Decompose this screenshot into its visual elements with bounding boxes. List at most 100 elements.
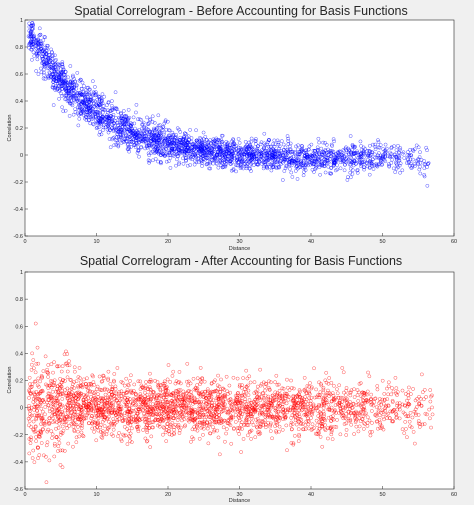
scatter-point bbox=[345, 178, 350, 182]
scatter-point bbox=[148, 147, 153, 151]
scatter-point bbox=[406, 161, 411, 165]
scatter-point bbox=[163, 147, 168, 151]
scatter-point bbox=[118, 135, 123, 140]
x-tick-label: 50 bbox=[379, 239, 385, 245]
scatter-point bbox=[366, 157, 370, 162]
y-tick-label: 1 bbox=[20, 18, 23, 24]
scatter-point bbox=[398, 170, 402, 175]
scatter-point bbox=[93, 85, 97, 89]
scatter-point bbox=[411, 149, 416, 153]
scatter-point bbox=[112, 143, 116, 148]
scatter-point bbox=[367, 166, 372, 170]
scatter-point bbox=[67, 114, 72, 118]
chart-before-plot-area bbox=[24, 19, 455, 237]
scatter-point bbox=[335, 163, 339, 167]
scatter-point bbox=[76, 123, 81, 128]
scatter-point bbox=[178, 135, 183, 140]
scatter-point bbox=[121, 133, 125, 138]
scatter-point bbox=[147, 159, 152, 163]
scatter-point bbox=[205, 162, 209, 166]
scatter-point bbox=[56, 81, 60, 86]
scatter-point bbox=[359, 151, 363, 156]
scatter-point bbox=[115, 120, 120, 125]
scatter-point bbox=[82, 93, 87, 98]
scatter-point bbox=[365, 161, 370, 166]
scatter-point bbox=[388, 150, 392, 155]
scatter-point bbox=[266, 140, 270, 144]
scatter-point bbox=[87, 118, 91, 122]
scatter-point bbox=[54, 57, 58, 62]
scatter-point bbox=[76, 96, 81, 101]
scatter-point bbox=[405, 161, 409, 165]
scatter-point bbox=[355, 168, 359, 173]
scatter-point bbox=[30, 57, 34, 62]
scatter-point bbox=[267, 137, 271, 142]
scatter-point bbox=[129, 140, 134, 144]
scatter-point bbox=[218, 158, 222, 162]
scatter-point bbox=[41, 57, 45, 61]
scatter-point bbox=[200, 141, 205, 145]
scatter-point bbox=[419, 158, 424, 162]
scatter-point bbox=[100, 92, 105, 96]
scatter-point bbox=[299, 161, 304, 166]
scatter-point bbox=[223, 144, 228, 148]
scatter-point bbox=[211, 141, 216, 146]
scatter-point bbox=[126, 121, 131, 126]
scatter-point bbox=[374, 163, 379, 168]
scatter-point bbox=[326, 152, 331, 157]
scatter-point bbox=[191, 155, 196, 159]
scatter-point bbox=[265, 142, 270, 147]
scatter-point bbox=[398, 161, 403, 166]
scatter-point bbox=[247, 143, 252, 148]
scatter-point bbox=[362, 165, 366, 170]
scatter-point bbox=[28, 30, 33, 34]
scatter-point bbox=[376, 151, 381, 155]
chart-before: Spatial Correlogram - Before Accounting … bbox=[7, 4, 457, 252]
scatter-point bbox=[204, 162, 209, 167]
scatter-point bbox=[349, 159, 353, 163]
scatter-point bbox=[42, 73, 46, 77]
chart-after-title: Spatial Correlogram - After Accounting f… bbox=[80, 254, 402, 268]
scatter-point bbox=[358, 160, 363, 165]
scatter-point bbox=[393, 170, 398, 174]
scatter-point bbox=[231, 168, 236, 172]
chart-after-plot-area bbox=[24, 271, 455, 490]
scatter-point bbox=[283, 145, 288, 150]
scatter-point bbox=[126, 118, 130, 122]
scatter-point bbox=[145, 145, 150, 150]
scatter-point bbox=[68, 79, 73, 83]
scatter-point bbox=[188, 163, 193, 167]
scatter-point bbox=[50, 50, 54, 55]
scatter-point bbox=[373, 147, 378, 151]
scatter-point bbox=[163, 119, 168, 124]
scatter-point bbox=[332, 139, 336, 144]
scatter-point bbox=[309, 159, 314, 164]
scatter-point bbox=[149, 151, 154, 155]
scatter-point bbox=[348, 166, 353, 171]
scatter-point bbox=[381, 147, 386, 151]
scatter-point bbox=[116, 143, 121, 148]
scatter-point bbox=[131, 115, 136, 120]
scatter-point bbox=[387, 163, 391, 168]
scatter-point bbox=[311, 148, 316, 153]
scatter-point bbox=[161, 132, 166, 137]
scatter-point bbox=[97, 97, 102, 101]
scatter-point bbox=[30, 27, 35, 32]
scatter-point bbox=[416, 160, 420, 165]
scatter-point bbox=[320, 150, 324, 155]
scatter-point bbox=[398, 146, 403, 150]
scatter-point bbox=[296, 143, 300, 148]
scatter-point bbox=[188, 128, 192, 132]
scatter-point bbox=[61, 67, 66, 72]
scatter-point bbox=[39, 70, 44, 75]
scatter-point bbox=[69, 101, 74, 106]
scatter-point bbox=[34, 69, 38, 73]
scatter-point bbox=[244, 150, 248, 155]
scatter-point bbox=[41, 76, 46, 81]
scatter-point bbox=[97, 98, 102, 103]
scatter-point bbox=[152, 120, 157, 125]
scatter-point bbox=[249, 157, 254, 162]
scatter-point bbox=[94, 119, 98, 123]
scatter-point bbox=[43, 77, 48, 81]
scatter-point bbox=[53, 88, 58, 92]
